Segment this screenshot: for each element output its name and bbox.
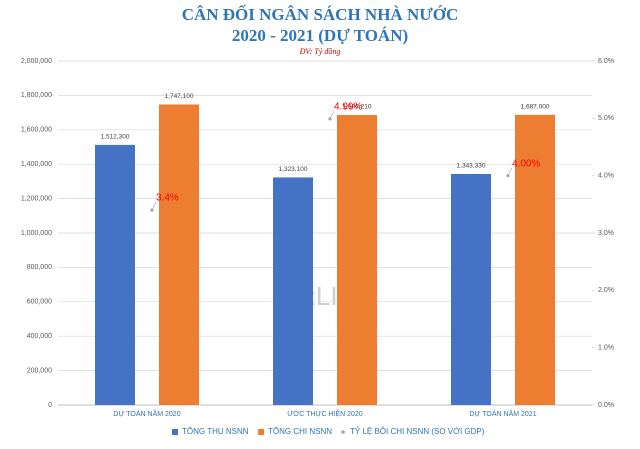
legend-label: TỔNG THU NSNN	[182, 427, 249, 436]
y2-tick-label: 3.0%	[598, 230, 614, 237]
y-tick-label: 0	[48, 402, 52, 409]
label-leader	[151, 201, 157, 211]
y2-tick-label: 0.0%	[598, 402, 614, 409]
bar	[95, 144, 135, 405]
y-tick-label: 200,000	[27, 367, 52, 374]
legend-swatch	[258, 429, 264, 435]
rate-value-label: 3.4%	[156, 193, 179, 204]
rate-value-label: 4.00%	[512, 158, 540, 169]
y-tick-label: 1,000,000	[21, 230, 52, 237]
legend-swatch	[172, 429, 178, 435]
y-tick-label: 1,400,000	[21, 161, 52, 168]
bar	[451, 173, 491, 405]
rate-value-label: 4.99%	[334, 102, 362, 113]
y-tick-label: 2,000,000	[21, 58, 52, 65]
bar	[337, 114, 377, 406]
bar-value-label: 1,747,100	[165, 93, 194, 100]
bar	[273, 177, 313, 405]
x-tick-label: DỰ TOÁN NĂM 2020	[113, 409, 180, 418]
legend-label: TỶ LỆ BỘI CHI NSNN (SO VỚI GDP)	[350, 427, 485, 436]
label-leader	[329, 110, 335, 120]
x-tick-label: ƯỚC THỰC HIỆN 2020	[287, 409, 363, 418]
legend-label: TỔNG CHI NSNN	[268, 427, 332, 436]
unit-note: ĐV: Tỷ đồng	[299, 47, 341, 56]
y2-tick-label: 1.0%	[598, 345, 614, 352]
bar-value-label: 1,686,210	[343, 104, 372, 111]
y-tick-label: 600,000	[27, 299, 52, 306]
bar-value-label: 1,687,000	[521, 104, 550, 111]
bar-value-label: 1,323,100	[279, 166, 308, 173]
y-tick-label: 800,000	[27, 264, 52, 271]
chart-subtitle: 2020 - 2021 (DỰ TOÁN)	[232, 26, 408, 45]
bar-value-label: 1,512,300	[101, 134, 130, 141]
y-tick-label: 1,200,000	[21, 195, 52, 202]
y2-tick-label: 6.0%	[598, 58, 614, 65]
chart-title: CÂN ĐỐI NGÂN SÁCH NHÀ NƯỚC	[182, 4, 459, 24]
label-leader	[507, 167, 513, 176]
y-tick-label: 1,800,000	[21, 92, 52, 99]
y-tick-label: 400,000	[27, 333, 52, 340]
legend-marker	[341, 430, 345, 434]
y2-tick-label: 5.0%	[598, 115, 614, 122]
bar	[159, 104, 199, 405]
bar	[515, 114, 555, 405]
y-tick-label: 1,600,000	[21, 127, 52, 134]
y2-tick-label: 2.0%	[598, 287, 614, 294]
bar-value-label: 1,343,330	[457, 163, 486, 170]
x-tick-label: DỰ TOÁN NĂM 2021	[469, 409, 536, 418]
y2-tick-label: 4.0%	[598, 173, 614, 180]
